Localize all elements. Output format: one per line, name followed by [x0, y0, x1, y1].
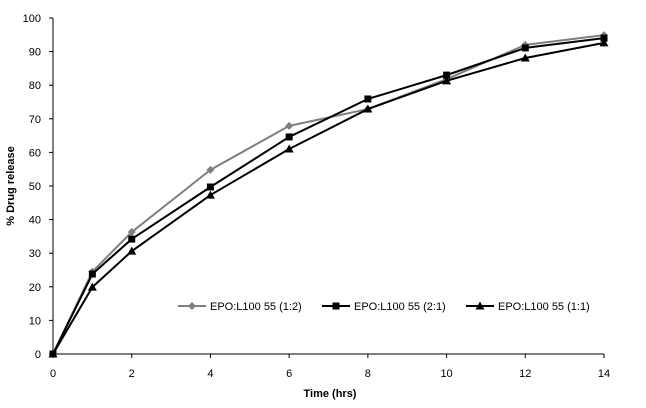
x-tick-label: 6: [286, 368, 292, 380]
legend-label: EPO:L100 55 (2:1): [354, 301, 446, 313]
y-tick-label: 100: [23, 13, 41, 25]
x-tick-label: 2: [129, 368, 135, 380]
data-point-triangle: [205, 190, 215, 199]
data-point-square: [285, 133, 293, 141]
x-tick-label: 0: [50, 368, 56, 380]
y-tick-label: 0: [35, 349, 41, 361]
data-point-triangle: [599, 38, 609, 47]
data-point-square: [443, 71, 451, 79]
data-point-square: [600, 34, 608, 42]
x-tick-label: 14: [598, 368, 610, 380]
y-tick-label: 30: [29, 248, 41, 260]
legend-entry: EPO:L100 55 (2:1): [322, 301, 446, 313]
data-point-square: [364, 95, 372, 103]
data-point-triangle: [520, 53, 530, 62]
legend-marker-square: [332, 302, 340, 310]
data-point-triangle: [442, 76, 452, 85]
data-point-square: [128, 235, 136, 243]
x-tick-label: 4: [207, 368, 213, 380]
legend-label: EPO:L100 55 (1:1): [498, 301, 590, 313]
data-point-diamond: [206, 165, 215, 174]
y-tick-label: 50: [29, 181, 41, 193]
data-point-diamond: [285, 121, 294, 130]
legend-marker-diamond: [188, 302, 196, 310]
y-tick-label: 90: [29, 47, 41, 59]
y-tick-label: 60: [29, 147, 41, 159]
series-triangle: [48, 38, 609, 358]
x-tick-label: 12: [519, 368, 531, 380]
data-point-square: [521, 44, 529, 52]
data-point-triangle: [87, 282, 97, 291]
x-axis-title: Time (hrs): [304, 388, 357, 400]
axes: 0 10 20 30 40 50 60 70 80 90 100 0 2 4 6 8 10 12 14: [23, 13, 610, 380]
x-tick-label: 10: [440, 368, 452, 380]
data-point-triangle: [284, 144, 294, 153]
data-point-diamond: [127, 228, 136, 237]
data-point-triangle: [127, 246, 137, 255]
legend-entry: EPO:L100 55 (1:2): [178, 301, 302, 313]
y-axis-title: % Drug release: [5, 146, 17, 225]
legend-marker-triangle: [475, 301, 485, 310]
legend-label: EPO:L100 55 (1:2): [210, 301, 302, 313]
y-tick-label: 20: [29, 282, 41, 294]
data-point-triangle: [48, 349, 58, 358]
data-point-square: [206, 183, 214, 191]
y-tick-label: 80: [29, 80, 41, 92]
y-tick-label: 70: [29, 114, 41, 126]
data-point-square: [88, 270, 96, 278]
data-point-triangle: [363, 104, 373, 113]
y-tick-label: 40: [29, 215, 41, 227]
series-layer: [48, 31, 609, 358]
legend: EPO:L100 55 (1:2) EPO:L100 55 (2:1) EPO:L1…: [178, 301, 590, 313]
legend-entry: EPO:L100 55 (1:1): [466, 301, 590, 313]
x-tick-label: 8: [365, 368, 371, 380]
y-tick-label: 10: [29, 315, 41, 327]
